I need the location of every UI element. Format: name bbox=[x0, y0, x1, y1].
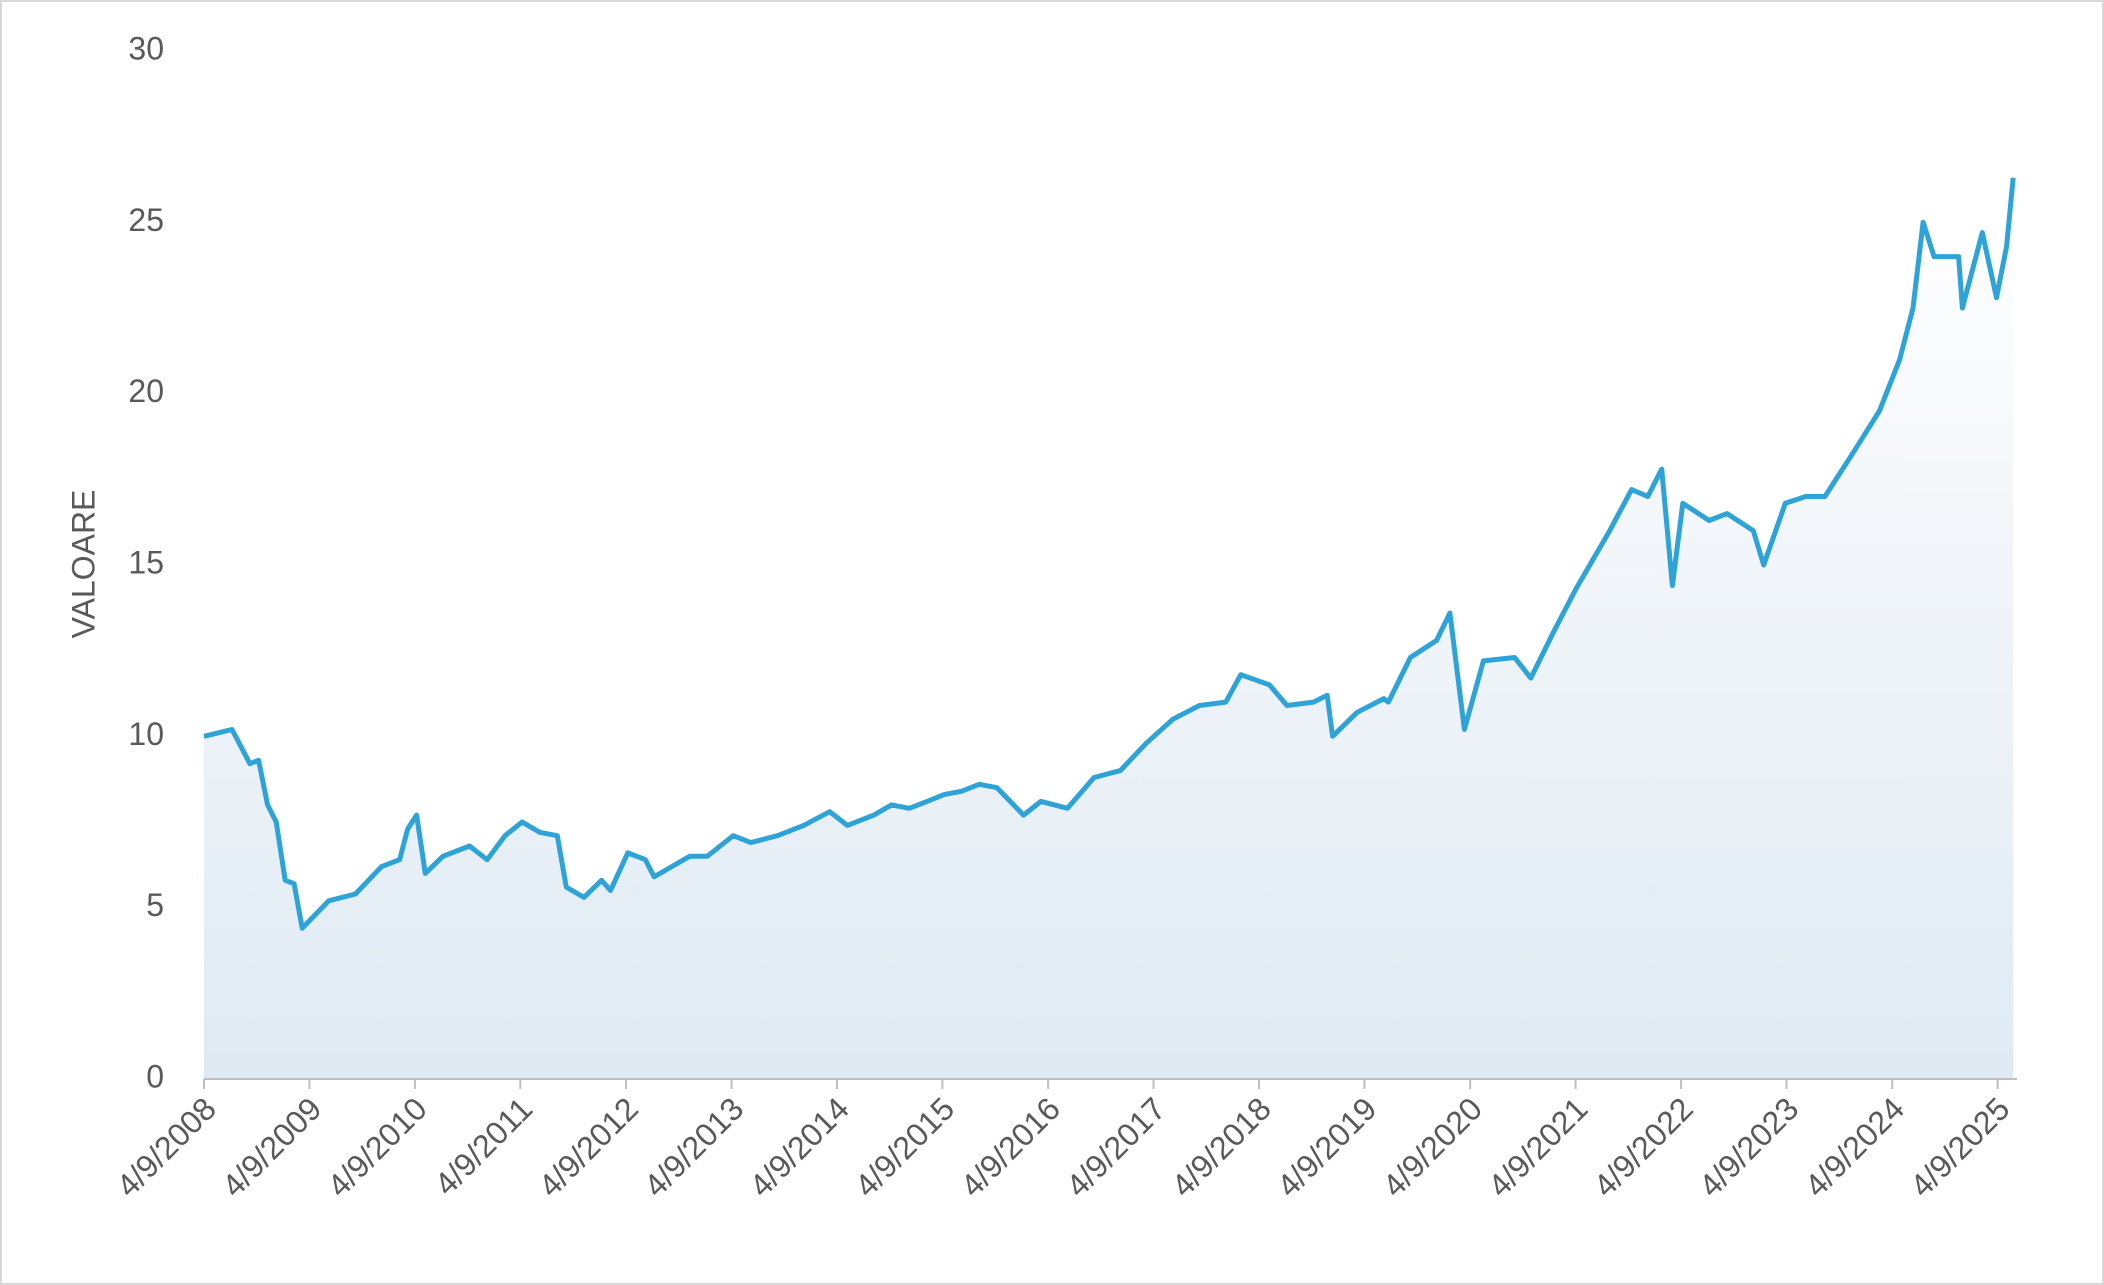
y-tick-label: 15 bbox=[128, 544, 164, 580]
line bbox=[203, 177, 2016, 931]
y-tick-label: 20 bbox=[128, 373, 164, 409]
y-axis-label: VALOARE bbox=[65, 490, 101, 639]
y-tick-label: 25 bbox=[128, 202, 164, 238]
y-tick-label: 30 bbox=[128, 30, 164, 66]
y-tick-label: 10 bbox=[128, 716, 164, 752]
y-tick-label: 0 bbox=[146, 1058, 164, 1094]
y-tick-label: 5 bbox=[146, 887, 164, 923]
area-fill bbox=[204, 177, 2014, 1080]
